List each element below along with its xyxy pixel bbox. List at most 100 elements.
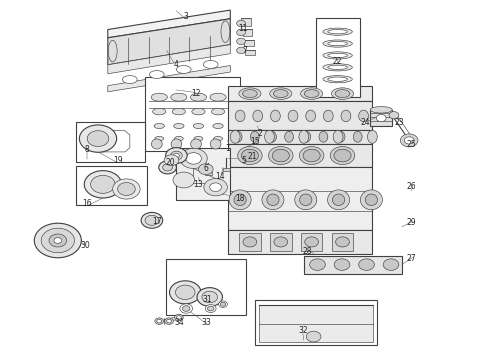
Ellipse shape xyxy=(300,194,312,206)
Ellipse shape xyxy=(193,123,204,129)
Bar xyxy=(223,168,230,171)
Text: 18: 18 xyxy=(235,194,245,203)
Ellipse shape xyxy=(149,71,164,78)
Ellipse shape xyxy=(268,131,276,142)
Circle shape xyxy=(220,302,225,306)
Ellipse shape xyxy=(323,40,352,47)
Circle shape xyxy=(205,305,216,312)
Bar xyxy=(145,77,240,151)
Text: 16: 16 xyxy=(82,199,92,208)
Ellipse shape xyxy=(299,130,309,143)
Ellipse shape xyxy=(341,110,351,122)
Ellipse shape xyxy=(243,90,257,98)
Circle shape xyxy=(171,151,182,160)
Circle shape xyxy=(173,172,195,188)
Circle shape xyxy=(306,331,321,342)
Ellipse shape xyxy=(154,123,165,129)
Text: 32: 32 xyxy=(298,326,308,335)
Ellipse shape xyxy=(233,131,242,142)
Circle shape xyxy=(165,318,173,324)
Ellipse shape xyxy=(253,110,263,122)
Text: 13: 13 xyxy=(194,180,203,189)
Circle shape xyxy=(404,137,414,144)
Ellipse shape xyxy=(323,64,352,71)
Bar xyxy=(301,233,322,251)
Circle shape xyxy=(376,114,386,122)
Polygon shape xyxy=(108,45,230,74)
Circle shape xyxy=(54,238,62,243)
Ellipse shape xyxy=(273,90,288,98)
Text: 14: 14 xyxy=(216,172,225,181)
Text: 34: 34 xyxy=(174,318,184,327)
Ellipse shape xyxy=(265,130,274,143)
Circle shape xyxy=(145,215,159,225)
Bar xyxy=(316,18,360,97)
Circle shape xyxy=(243,237,257,247)
Ellipse shape xyxy=(333,194,345,206)
Ellipse shape xyxy=(335,90,350,98)
Circle shape xyxy=(180,304,193,313)
Ellipse shape xyxy=(299,147,324,165)
Text: 24: 24 xyxy=(360,118,370,127)
Circle shape xyxy=(336,237,349,247)
Ellipse shape xyxy=(366,194,378,206)
Ellipse shape xyxy=(302,131,311,142)
Ellipse shape xyxy=(323,110,333,122)
Ellipse shape xyxy=(171,93,187,101)
Ellipse shape xyxy=(229,190,251,210)
Polygon shape xyxy=(228,144,372,167)
Ellipse shape xyxy=(323,76,352,83)
Bar xyxy=(243,29,252,36)
Circle shape xyxy=(237,38,245,45)
Circle shape xyxy=(155,318,164,324)
Text: 23: 23 xyxy=(394,118,404,127)
Ellipse shape xyxy=(301,88,322,99)
Text: 2: 2 xyxy=(257,130,262,139)
Circle shape xyxy=(159,161,176,174)
Ellipse shape xyxy=(151,139,162,149)
Polygon shape xyxy=(108,10,230,38)
Circle shape xyxy=(175,285,195,300)
Ellipse shape xyxy=(272,149,289,162)
Ellipse shape xyxy=(151,93,168,101)
Polygon shape xyxy=(259,305,373,342)
Ellipse shape xyxy=(212,108,224,115)
Ellipse shape xyxy=(234,194,246,206)
Ellipse shape xyxy=(235,110,245,122)
Text: 26: 26 xyxy=(407,182,416,191)
Ellipse shape xyxy=(304,90,319,98)
Ellipse shape xyxy=(269,147,293,165)
Text: 21: 21 xyxy=(247,152,257,161)
Ellipse shape xyxy=(288,110,298,122)
Circle shape xyxy=(84,171,122,198)
Circle shape xyxy=(237,47,245,54)
Bar xyxy=(270,233,292,251)
Ellipse shape xyxy=(285,131,294,142)
Circle shape xyxy=(163,164,172,171)
Bar xyxy=(255,300,377,345)
Circle shape xyxy=(41,228,74,253)
Text: 22: 22 xyxy=(332,57,342,66)
Ellipse shape xyxy=(221,21,230,42)
Text: 27: 27 xyxy=(407,254,416,263)
Ellipse shape xyxy=(330,147,355,165)
Ellipse shape xyxy=(328,190,350,210)
Ellipse shape xyxy=(323,28,352,35)
Polygon shape xyxy=(370,110,392,126)
Ellipse shape xyxy=(323,52,352,59)
Ellipse shape xyxy=(176,66,191,73)
Text: 29: 29 xyxy=(407,218,416,227)
Circle shape xyxy=(274,237,288,247)
Ellipse shape xyxy=(153,108,166,115)
Circle shape xyxy=(389,112,399,119)
Circle shape xyxy=(87,131,109,147)
Ellipse shape xyxy=(267,194,279,206)
Circle shape xyxy=(383,259,399,270)
Circle shape xyxy=(174,314,183,321)
Polygon shape xyxy=(228,167,372,230)
Ellipse shape xyxy=(359,110,368,122)
Circle shape xyxy=(173,153,179,158)
Circle shape xyxy=(157,319,162,323)
Circle shape xyxy=(113,179,140,199)
Circle shape xyxy=(186,153,201,164)
